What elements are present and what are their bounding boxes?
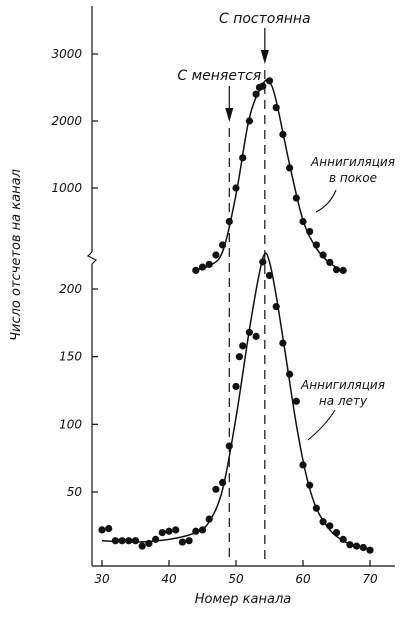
- vertical-marker-label: С меняется: [177, 68, 261, 84]
- data-point-at-rest: [292, 194, 300, 202]
- data-point-at-rest: [198, 263, 207, 271]
- points-layer: [98, 77, 374, 554]
- data-point-at-rest: [279, 130, 287, 138]
- data-point-in-flight: [138, 542, 146, 550]
- data-point-in-flight: [158, 528, 166, 537]
- data-point-in-flight: [212, 485, 220, 493]
- data-point-in-flight: [172, 526, 180, 534]
- data-point-in-flight: [219, 478, 227, 487]
- text-layer: 30 40 50 60 70 1000 2000 3000 50 100 150 200 Номер к…: [9, 11, 395, 607]
- data-point-at-rest: [312, 241, 320, 249]
- data-point-at-rest: [339, 266, 347, 275]
- data-point-in-flight: [165, 527, 173, 535]
- data-point-at-rest: [239, 154, 247, 162]
- data-point-in-flight: [105, 524, 113, 533]
- x-tick-label: 60: [295, 572, 311, 586]
- data-point-at-rest: [212, 251, 220, 259]
- data-point-in-flight: [152, 535, 160, 543]
- data-point-in-flight: [312, 504, 320, 512]
- vertical-marker-label: С постоянна: [219, 11, 311, 27]
- y-axis-title: Число отсчетов на канал: [9, 169, 24, 341]
- y-axis-break: [86, 251, 98, 265]
- data-point-in-flight: [265, 271, 274, 280]
- data-point-at-rest: [232, 184, 240, 192]
- data-point-at-rest: [252, 90, 260, 98]
- data-point-at-rest: [286, 164, 294, 172]
- y-tick-label-lower: 200: [59, 282, 82, 296]
- data-point-in-flight: [259, 258, 267, 266]
- marker-arrow-head: [260, 50, 269, 64]
- data-point-at-rest: [219, 241, 227, 249]
- data-point-in-flight: [178, 538, 186, 546]
- curves-layer: [101, 79, 371, 550]
- data-point-in-flight: [319, 518, 327, 526]
- data-point-in-flight: [131, 537, 140, 545]
- annotation-in-flight: на лету: [319, 394, 368, 408]
- annotation-at-rest: в покое: [329, 171, 377, 185]
- markers-layer: [225, 28, 337, 560]
- annotation-at-rest: Аннигиляция: [310, 155, 395, 169]
- x-axis-title: Номер канала: [195, 592, 292, 607]
- y-tick-label-upper: 3000: [51, 47, 82, 61]
- data-point-in-flight: [118, 537, 126, 545]
- data-point-at-rest: [299, 217, 307, 226]
- data-point-in-flight: [292, 397, 300, 405]
- data-point-at-rest: [245, 117, 253, 125]
- y-tick-label-lower: 50: [67, 485, 83, 499]
- x-tick-label: 30: [94, 572, 110, 586]
- data-point-at-rest: [192, 266, 200, 275]
- data-point-at-rest: [326, 258, 334, 266]
- data-point-in-flight: [339, 535, 347, 543]
- data-point-at-rest: [306, 227, 314, 236]
- data-point-at-rest: [272, 104, 280, 112]
- data-point-in-flight: [279, 339, 287, 347]
- x-tick-label: 50: [228, 572, 244, 586]
- data-point-in-flight: [205, 515, 213, 523]
- data-point-at-rest: [225, 217, 233, 226]
- data-point-in-flight: [353, 542, 361, 550]
- annotation-in-flight: Аннигиляция: [300, 378, 385, 392]
- fit-curve-at-rest: [195, 79, 344, 272]
- y-tick-label-upper: 1000: [51, 181, 82, 195]
- data-point-in-flight: [299, 461, 307, 469]
- data-point-in-flight: [286, 370, 294, 378]
- x-tick-label: 40: [161, 572, 177, 586]
- data-point-in-flight: [98, 526, 106, 534]
- data-point-in-flight: [326, 522, 334, 530]
- y-tick-label-upper: 2000: [51, 114, 82, 128]
- data-point-in-flight: [332, 528, 341, 537]
- data-point-in-flight: [245, 328, 253, 336]
- y-tick-label-lower: 100: [59, 417, 82, 431]
- annotation-leader-line: [307, 409, 336, 441]
- data-point-at-rest: [259, 82, 267, 90]
- data-point-in-flight: [198, 526, 207, 534]
- data-point-in-flight: [111, 537, 119, 545]
- data-point-in-flight: [306, 481, 314, 489]
- data-point-in-flight: [125, 537, 133, 545]
- y-tick-label-lower: 150: [59, 350, 82, 364]
- data-point-at-rest: [265, 77, 274, 85]
- data-point-at-rest: [205, 260, 213, 268]
- data-point-in-flight: [366, 546, 374, 554]
- data-point-at-rest: [319, 251, 327, 259]
- data-point-in-flight: [145, 539, 153, 548]
- data-point-at-rest: [332, 266, 341, 274]
- data-point-in-flight: [185, 537, 193, 545]
- data-point-in-flight: [252, 332, 260, 340]
- marker-arrow-head: [225, 108, 234, 122]
- data-point-in-flight: [239, 342, 247, 350]
- axes-layer: [86, 6, 395, 567]
- data-point-in-flight: [192, 527, 200, 535]
- data-point-in-flight: [272, 302, 280, 311]
- data-point-in-flight: [359, 543, 367, 552]
- data-point-in-flight: [346, 541, 354, 549]
- annotation-leader-line: [315, 189, 337, 213]
- x-tick-label: 70: [362, 572, 378, 586]
- data-point-in-flight: [225, 442, 233, 450]
- data-point-in-flight: [232, 382, 240, 391]
- data-point-in-flight: [235, 353, 243, 361]
